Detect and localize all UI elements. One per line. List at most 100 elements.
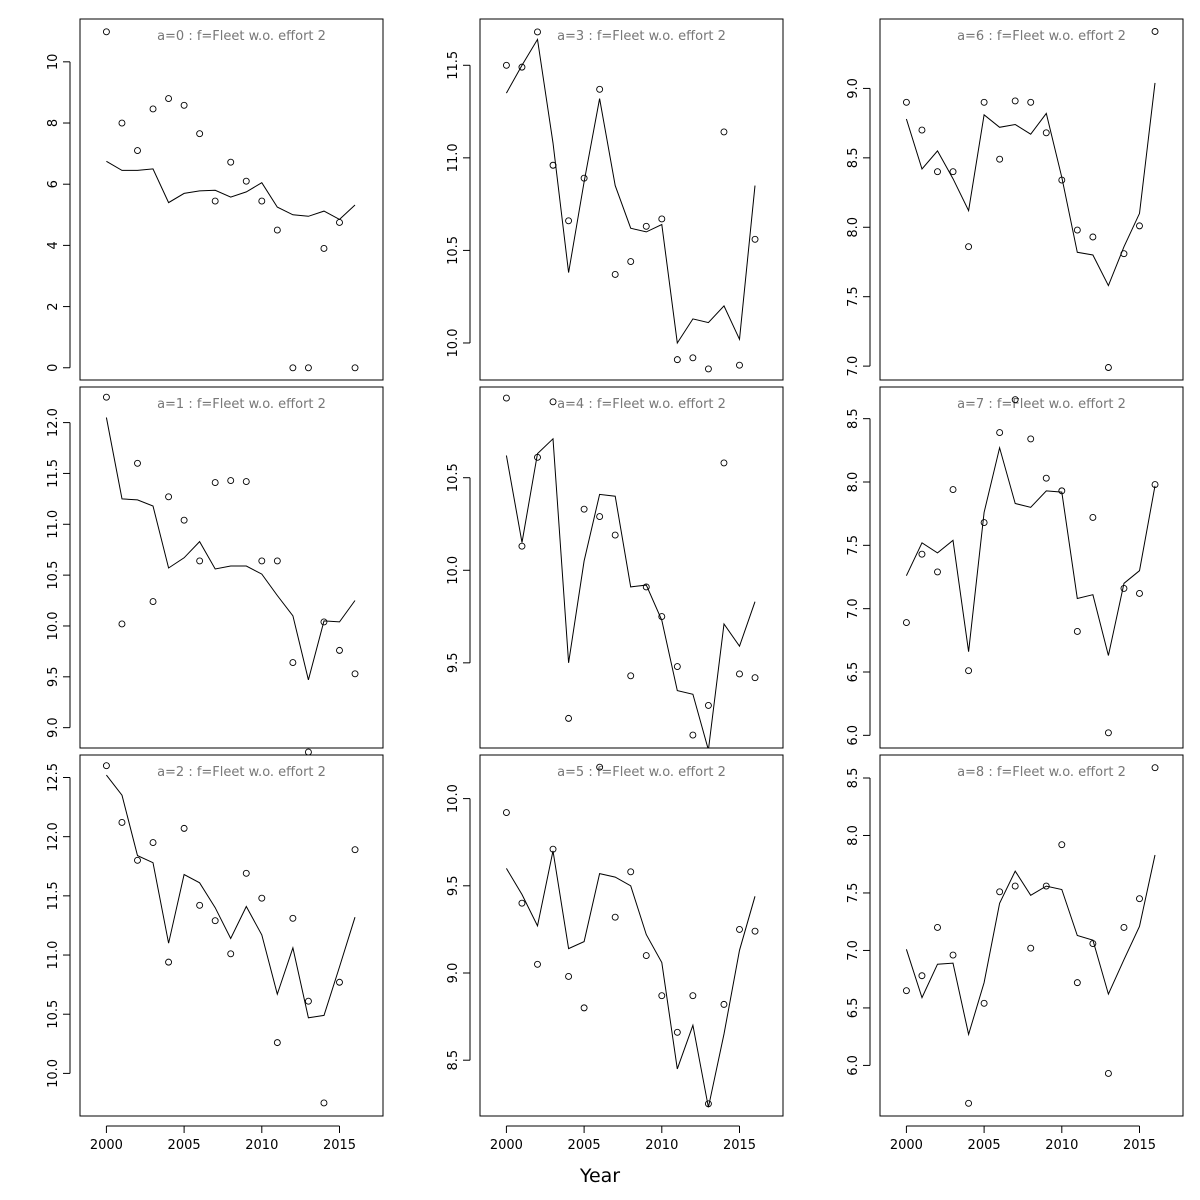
y-tick-label: 10.0 [446,328,461,357]
y-tick-label: 7.0 [846,940,861,961]
observed-point [502,394,510,402]
plot-area [105,417,356,681]
y-tick-label: 11.0 [46,510,61,539]
y-tick-label: 10.5 [46,1000,61,1029]
observed-point [658,992,666,1000]
y-tick-label: 11.0 [46,941,61,970]
observed-point [751,235,759,243]
panel-title: a=4 : f=Fleet w.o. effort 2 [557,397,726,412]
y-tick-label: 10.5 [446,463,461,492]
observed-point [502,809,510,817]
observed-point [320,1099,328,1107]
plot-area [505,37,756,345]
observed-point [611,531,619,539]
observed-point [304,997,312,1005]
observed-point [258,894,266,902]
y-tick-label: 10.0 [446,784,461,813]
observed-point [165,958,173,966]
y-tick-label: 8.5 [846,408,861,429]
observed-point [934,568,941,576]
observed-point [534,28,541,36]
plot-frame [479,18,784,381]
y-axis: 8.5 9.0 9.5 10.0 [446,784,471,1071]
observed-point [227,477,235,485]
panel-7: a=7 : f=Fleet w.o. effort 2 6.0 6.5 7.0 7.5 8… [846,386,1184,749]
y-tick-label: 4 [46,241,61,249]
y-axis: 6.0 6.5 7.0 7.5 8.0 8.5 [846,768,871,1076]
observed-point [336,646,343,654]
observed-point [996,429,1004,437]
y-tick-label: 6.5 [846,662,861,683]
x-tick-label: 2010 [1045,1138,1078,1153]
observed-point [689,992,697,1000]
y-tick-label: 9.0 [846,78,861,99]
fitted-line [905,82,1156,287]
observed-point [180,824,188,832]
observed-point [689,731,697,739]
y-tick-label: 8.0 [846,472,861,493]
y-axis: 9.0 9.5 10.0 10.5 11.0 11.5 12.0 [46,408,71,738]
observed-point [1089,514,1097,521]
observed-point [751,927,759,935]
x-axis: 2000 2005 2010 2015 [890,1125,1156,1153]
observed-point [918,126,926,134]
panel-2: a=2 : f=Fleet w.o. effort 210.010.511.01… [46,754,384,1153]
plot-area [505,850,756,1108]
y-tick-label: 8.0 [846,825,861,846]
observed-point [902,987,910,995]
y-tick-label: 11.5 [446,51,461,80]
observed-point [227,158,235,166]
fitted-line [905,445,1156,656]
observed-point [596,513,604,521]
observed-point [627,258,635,265]
y-tick-label: 10.0 [46,611,61,640]
plot-frame [79,754,384,1117]
y-tick-label: 8.5 [446,1050,461,1071]
panel-8: a=8 : f=Fleet w.o. effort 2 6.0 6.5 7.0 7.5 8… [846,754,1184,1153]
y-axis: 10.0 10.5 11.0 11.5 12.0 12.5 [46,763,71,1088]
observed-point [1027,98,1035,106]
observed-point [996,155,1004,163]
x-tick-label: 2000 [90,1138,123,1153]
observed-point [534,453,541,461]
observed-point [289,364,297,372]
observed-point [102,393,110,401]
y-tick-label: 7.0 [846,356,861,377]
observed-point [351,670,359,678]
observed-point [949,486,957,494]
observed-point [227,950,235,958]
observed-point [720,1000,728,1008]
observed-point [165,493,173,501]
y-tick-label: 10.0 [446,556,461,585]
y-tick-label: 7.5 [846,535,861,556]
fitted-line [106,160,356,221]
y-tick-label: 8.0 [846,217,861,238]
observed-point [1151,481,1159,488]
observed-point [1058,487,1066,495]
y-tick-label: 7.5 [846,286,861,307]
observed-point [351,846,359,854]
observed-point [673,1028,681,1036]
observed-point [165,95,173,102]
fitted-line [505,437,756,748]
observed-point [1042,474,1050,482]
x-tick-label: 2015 [723,1138,756,1153]
observed-point [1136,222,1143,230]
observed-point [918,972,926,980]
x-tick-label: 2010 [245,1138,278,1153]
observed-point [627,868,635,876]
observed-point [102,28,110,36]
observed-point [1011,396,1019,404]
observed-point [934,168,941,176]
observed-point [1042,882,1050,890]
y-tick-label: 11.5 [46,881,61,910]
observed-point [704,701,712,709]
observed-point [242,869,250,877]
observed-point [134,459,141,467]
observed-point [196,130,204,138]
x-tick-label: 2000 [490,1138,523,1153]
observed-point [149,598,157,606]
observed-point [1011,97,1019,105]
panel-title: a=6 : f=Fleet w.o. effort 2 [957,29,1126,44]
observed-point [273,226,281,234]
